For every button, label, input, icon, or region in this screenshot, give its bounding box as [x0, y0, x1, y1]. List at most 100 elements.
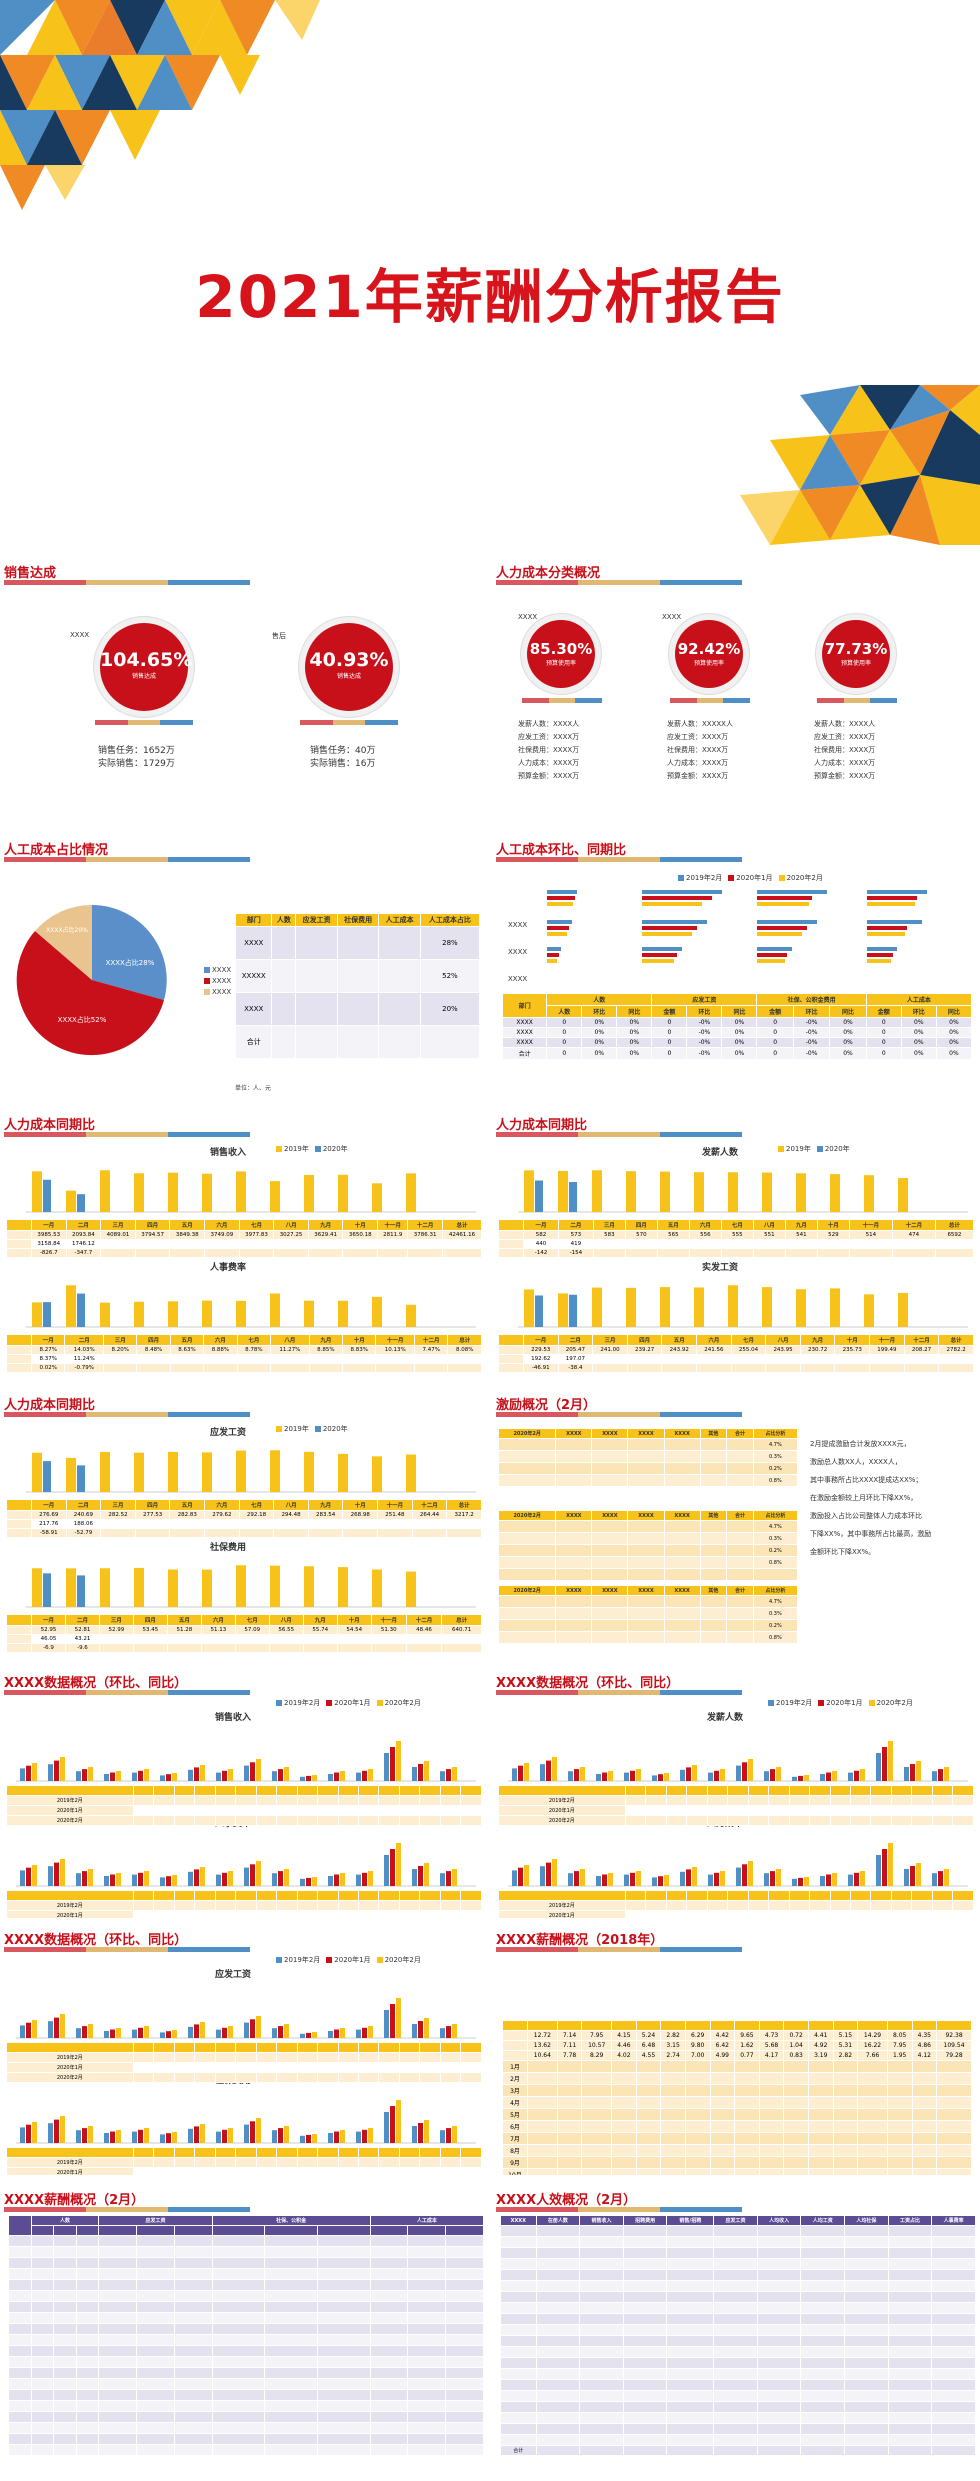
bar: [144, 2026, 149, 2038]
td: [204, 1239, 240, 1249]
line: 预算金额：XXXX万: [518, 772, 580, 780]
td: 556: [688, 1230, 722, 1240]
td: 0%: [935, 1047, 973, 1060]
bar-2020: [569, 1294, 577, 1327]
bar: [736, 1765, 741, 1781]
bar-2019: [134, 1301, 144, 1327]
bar: [692, 1867, 697, 1886]
th-month: 二月: [65, 1499, 102, 1511]
td: 7.95: [581, 2030, 613, 2041]
bar: [832, 1771, 837, 1781]
legend-item: XXXX: [212, 988, 232, 996]
th-month: 十月: [342, 1219, 379, 1231]
bar: [524, 1763, 529, 1781]
bar: [76, 1873, 81, 1886]
td: [100, 1528, 136, 1538]
budget-ring-3: 77.73% 预算使用率: [822, 620, 890, 688]
td: [592, 1248, 626, 1258]
td: [726, 1462, 754, 1475]
bar: [250, 1762, 255, 1781]
bar: [250, 1864, 255, 1886]
th-month: 五月: [166, 1614, 202, 1626]
ring3-lines: 发薪人数：XXXX人 应发工资：XXXX万 社保费用：XXXX万 人力成本：XXXX万…: [814, 718, 875, 783]
td: [134, 1519, 171, 1529]
bar: [412, 1767, 417, 1781]
bar: [328, 2133, 333, 2143]
th-month: 十二月: [407, 1219, 443, 1231]
bar: [132, 2029, 137, 2038]
bar: [602, 1874, 607, 1886]
pie-slice-b: [16, 931, 165, 1056]
td: 9.65: [734, 2030, 760, 2041]
bar: [300, 1776, 305, 1781]
td: 0%: [721, 1037, 758, 1048]
slide-labor-cost-mom-yoy: 人工成本环比、同期比 2019年2月 2020年1月 2020年2月 XXXX XX…: [492, 835, 980, 1100]
legend-item: 2020年2月: [786, 874, 823, 882]
bar: [630, 1770, 635, 1781]
th-month: 六月: [200, 1614, 236, 1626]
th: 同比: [616, 1005, 653, 1018]
bar: [144, 1769, 149, 1781]
th-month: 七月: [236, 1334, 272, 1346]
bar: [910, 1764, 915, 1781]
bar: [200, 2022, 205, 2038]
legend: 2019年2月 2020年1月 2020年2月: [270, 1955, 421, 1965]
bar: [48, 1764, 53, 1781]
slide-title: 人工成本占比情况: [4, 843, 109, 858]
th: 销售/招聘: [666, 2215, 715, 2226]
chart-title: 应发工资: [215, 1970, 252, 1980]
th-month: 十二月: [891, 1219, 936, 1231]
td: [627, 1450, 665, 1463]
th-month: 三月: [100, 1219, 136, 1231]
td: [624, 1248, 658, 1258]
td: [784, 1239, 818, 1249]
bar: [110, 2029, 115, 2038]
bar-2019: [338, 1567, 348, 1607]
td: [726, 1568, 754, 1581]
td: [98, 1643, 134, 1653]
td: 0.72: [783, 2030, 809, 2041]
bar: [652, 1775, 657, 1781]
bar-2019: [660, 1287, 670, 1327]
bar: [244, 2124, 249, 2143]
legend-item: 2020年: [322, 1425, 348, 1433]
bar: [216, 2131, 221, 2143]
td: [302, 1634, 338, 1644]
chart-title: 发薪人数: [702, 1148, 739, 1158]
legend-item: 2020年2月: [876, 1699, 913, 1707]
td: [555, 1462, 593, 1475]
bar: [362, 2129, 367, 2143]
td: [200, 1634, 236, 1644]
bar-2019: [830, 1174, 840, 1212]
td: [903, 1354, 940, 1364]
td: 8.48%: [136, 1345, 171, 1355]
th-month: 八月: [273, 1499, 309, 1511]
bar: [278, 1769, 283, 1781]
td: [848, 1239, 893, 1249]
bar: [76, 2028, 81, 2038]
bar-2020: [77, 1575, 85, 1607]
bar: [608, 1771, 613, 1781]
th: 环比: [792, 1005, 831, 1018]
label-b: XXXX: [662, 613, 682, 621]
td: [726, 1607, 754, 1620]
td: [688, 1248, 722, 1258]
th: 人工成本占比: [419, 913, 481, 927]
bar: [104, 1876, 109, 1886]
td: 276.69: [31, 1510, 67, 1520]
td: [816, 1239, 850, 1249]
pie-label-c: XXXX占比20%: [46, 926, 88, 934]
bar: [200, 1765, 205, 1781]
bar: [104, 1774, 109, 1781]
td: [726, 1520, 754, 1533]
td: 243.92: [661, 1345, 698, 1355]
td: 4.42: [709, 2030, 736, 2041]
row-label: 2020年1月: [6, 2062, 134, 2073]
legend-item: 2020年: [824, 1145, 850, 1153]
bar: [888, 1843, 893, 1886]
th: XXXX: [627, 1428, 665, 1439]
bar: [166, 2133, 171, 2143]
line: 发薪人数：XXXX人: [814, 720, 876, 728]
legend-item: 2020年: [322, 1145, 348, 1153]
row-label: 2019年2月: [6, 1795, 134, 1806]
